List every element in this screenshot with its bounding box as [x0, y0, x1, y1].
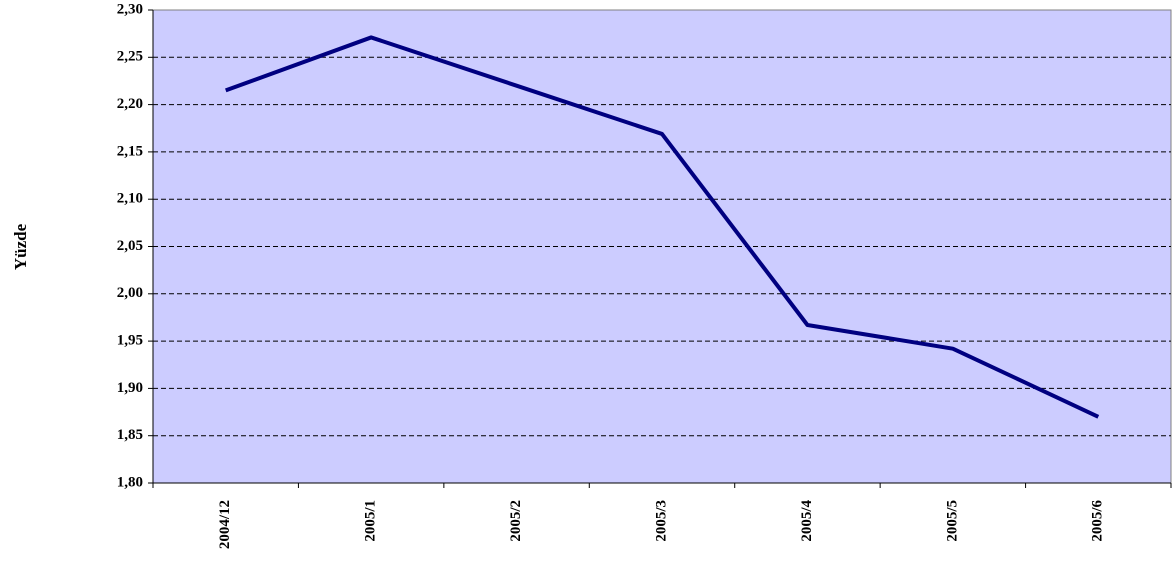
- x-tick-label: 2004/12: [217, 500, 233, 549]
- y-tick-label: 1,80: [117, 474, 143, 490]
- line-series: [225, 35, 1100, 419]
- x-tick-label: 2005/3: [653, 500, 669, 542]
- y-tick-label: 2,25: [117, 49, 143, 65]
- x-tick-label: 2005/4: [799, 500, 815, 542]
- y-tick-label: 1,85: [117, 427, 143, 443]
- x-tick-label: 2005/6: [1090, 500, 1106, 542]
- y-axis-label: Yüzde: [11, 223, 30, 270]
- y-tick-label: 2,20: [117, 96, 143, 112]
- y-tick-label: 2,05: [117, 238, 143, 254]
- y-tick-label: 2,15: [117, 143, 143, 159]
- y-tick-label: 2,00: [117, 285, 143, 301]
- x-tick-label: 2005/5: [944, 500, 960, 542]
- y-tick-label: 2,30: [117, 1, 143, 17]
- y-tick-label: 1,90: [117, 380, 143, 396]
- y-tick-label: 1,95: [117, 333, 143, 349]
- y-tick-label: 2,10: [117, 191, 143, 207]
- x-tick-label: 2005/1: [363, 500, 379, 542]
- x-tick-label: 2005/2: [508, 500, 524, 542]
